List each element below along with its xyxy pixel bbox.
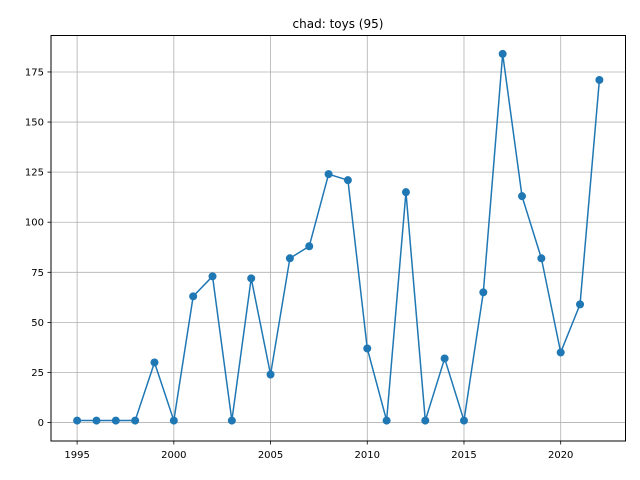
data-point-2018 [518,192,527,201]
data-point-1997 [111,416,120,425]
data-point-2006 [285,254,294,263]
y-tick-label: 125 [25,168,44,179]
data-series [73,49,604,425]
data-point-1995 [73,416,82,425]
y-tick-label: 150 [25,118,44,129]
grid-lines [51,35,626,441]
data-point-2000 [169,416,178,425]
data-point-2007 [305,242,314,251]
y-tick-label: 75 [31,268,44,279]
data-point-2019 [537,254,546,263]
data-point-2008 [324,170,333,179]
x-tick-label: 2005 [258,450,283,461]
data-point-2013 [421,416,430,425]
x-axis: 1995 2000 2005 2010 2015 2020 [64,441,573,461]
data-point-2009 [343,176,352,185]
y-tick-label: 100 [25,218,44,229]
x-tick-label: 2020 [548,450,573,461]
data-point-2005 [266,370,275,379]
y-tick-label: 50 [31,318,44,329]
series-line [77,53,601,422]
data-point-2014 [440,354,449,363]
data-point-2021 [576,300,585,309]
data-point-2004 [247,274,256,283]
x-tick-label: 1995 [64,450,89,461]
data-point-2015 [459,416,468,425]
data-point-2016 [479,288,488,297]
y-axis: 0 25 50 75 100 125 150 175 [25,67,51,429]
data-point-2003 [227,416,236,425]
data-point-2002 [208,272,217,281]
x-tick-label: 2015 [451,450,476,461]
data-point-2010 [363,344,372,353]
y-tick-label: 175 [25,67,44,78]
data-point-2001 [189,292,198,301]
y-tick-label: 0 [38,418,44,429]
data-point-2020 [556,348,565,357]
data-point-1998 [131,416,140,425]
x-tick-label: 2010 [355,450,380,461]
data-point-2022 [595,75,604,84]
data-point-1996 [92,416,101,425]
y-tick-label: 25 [31,368,44,379]
data-point-1999 [150,358,159,367]
chart-title: chad: toys (95) [293,17,384,31]
x-tick-label: 2000 [161,450,186,461]
data-point-2012 [401,188,410,197]
data-point-2011 [382,416,391,425]
data-point-2017 [498,49,507,58]
plot-frame [50,35,626,442]
